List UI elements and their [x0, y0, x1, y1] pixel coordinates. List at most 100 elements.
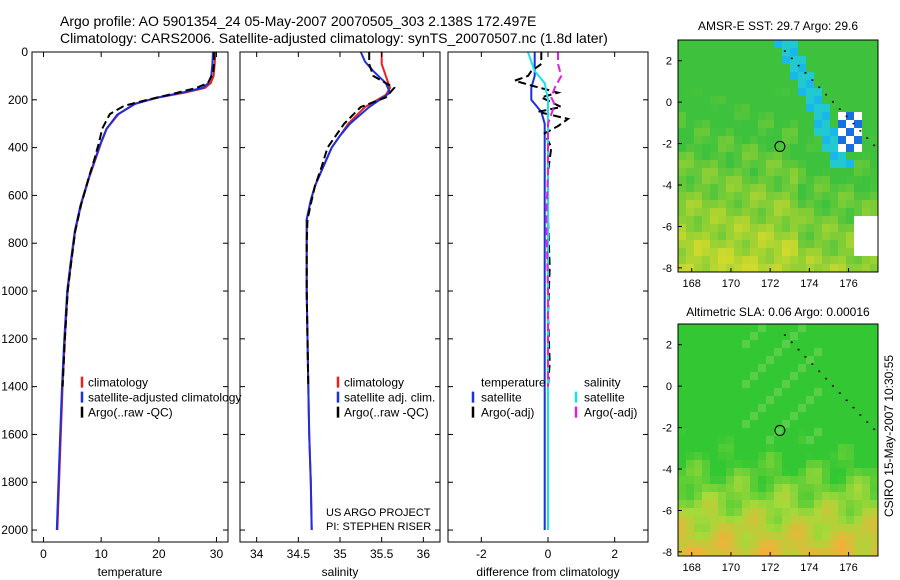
- map-cell: [870, 548, 879, 557]
- map-cell: [718, 128, 727, 137]
- map-cell: [870, 540, 879, 549]
- map-cell: [718, 48, 727, 57]
- map-cell: [814, 372, 823, 381]
- map-cell: [790, 492, 799, 501]
- map-cell: [870, 240, 879, 249]
- map-cell: [678, 372, 687, 381]
- map-cell: [734, 396, 743, 405]
- map-cell: [702, 452, 711, 461]
- map-cell: [718, 412, 727, 421]
- map-cell: [678, 80, 687, 89]
- map-cell: [862, 436, 871, 445]
- map-cell: [702, 500, 711, 509]
- header-line-2: Climatology: CARS2006. Satellite-adjuste…: [60, 30, 608, 46]
- map-cell: [846, 420, 855, 429]
- map-cell: [686, 256, 695, 265]
- map-cell: [718, 88, 727, 97]
- map-cell: [774, 460, 783, 469]
- map-cell: [766, 160, 775, 169]
- map-cell: [838, 532, 847, 541]
- map-cell: [806, 340, 815, 349]
- map-cell: [838, 96, 847, 105]
- map-cell: [822, 428, 831, 437]
- map-cell: [750, 96, 759, 105]
- map-cell: [750, 460, 759, 469]
- map-cell: [766, 492, 775, 501]
- map-cell: [806, 380, 815, 389]
- map-cell: [846, 40, 855, 49]
- map-cell: [702, 240, 711, 249]
- map-cell: [798, 88, 807, 97]
- map-cell: [758, 356, 767, 365]
- map-cell: [742, 96, 751, 105]
- map-cell: [694, 256, 703, 265]
- map-cell: [782, 524, 791, 533]
- map-cell: [790, 184, 799, 193]
- map-cell: [862, 48, 871, 57]
- map-cell: [870, 372, 879, 381]
- map-cell: [846, 152, 855, 161]
- map-cell: [854, 508, 863, 517]
- x-tick-label: 30: [210, 547, 224, 561]
- map-cell: [774, 532, 783, 541]
- map-cell: [750, 492, 759, 501]
- map-cell: [814, 256, 823, 265]
- map-cell: [790, 508, 799, 517]
- map-cell: [678, 88, 687, 97]
- map-cell: [766, 176, 775, 185]
- map-cell: [718, 200, 727, 209]
- map-cell: [822, 64, 831, 73]
- map-cell: [790, 64, 799, 73]
- map-cell: [686, 388, 695, 397]
- map-cell: [846, 56, 855, 65]
- map-cell: [806, 540, 815, 549]
- map-cell: [766, 524, 775, 533]
- map-cell: [678, 184, 687, 193]
- map-cell: [686, 420, 695, 429]
- map-cell: [846, 128, 855, 137]
- map-cell: [678, 256, 687, 265]
- map-cell: [702, 324, 711, 333]
- map-cell: [806, 160, 815, 169]
- track-mark: [852, 122, 855, 125]
- map-cell: [846, 540, 855, 549]
- map-cell: [814, 380, 823, 389]
- map-cell: [766, 500, 775, 509]
- map-cell: [750, 88, 759, 97]
- map-cell: [838, 216, 847, 225]
- map-cell: [790, 356, 799, 365]
- map-cell: [814, 176, 823, 185]
- map-cell: [726, 184, 735, 193]
- map-cell: [846, 396, 855, 405]
- map-cell: [782, 136, 791, 145]
- map-cell: [758, 64, 767, 73]
- map-cell: [686, 348, 695, 357]
- map-cell: [782, 216, 791, 225]
- map-cell: [806, 72, 815, 81]
- map-cell: [710, 524, 719, 533]
- map-cell: [838, 524, 847, 533]
- map-cell: [702, 404, 711, 413]
- map-cell: [726, 168, 735, 177]
- plot-frame: [239, 51, 441, 543]
- map-cell: [806, 128, 815, 137]
- map-cell: [870, 412, 879, 421]
- map-cell: [846, 48, 855, 57]
- map-cell: [726, 508, 735, 517]
- track-mark: [797, 348, 800, 351]
- map-cell: [726, 56, 735, 65]
- map-cell: [726, 372, 735, 381]
- map-cell: [814, 460, 823, 469]
- map-cell: [798, 168, 807, 177]
- map-cell: [862, 128, 871, 137]
- map-cell: [790, 420, 799, 429]
- map-cell: [798, 324, 807, 333]
- map-cell: [750, 348, 759, 357]
- map-cell: [702, 372, 711, 381]
- map-cell: [758, 96, 767, 105]
- map-cell: [694, 332, 703, 341]
- map-cell: [718, 56, 727, 65]
- map-cell: [718, 516, 727, 525]
- map-cell: [766, 136, 775, 145]
- map-cell: [686, 240, 695, 249]
